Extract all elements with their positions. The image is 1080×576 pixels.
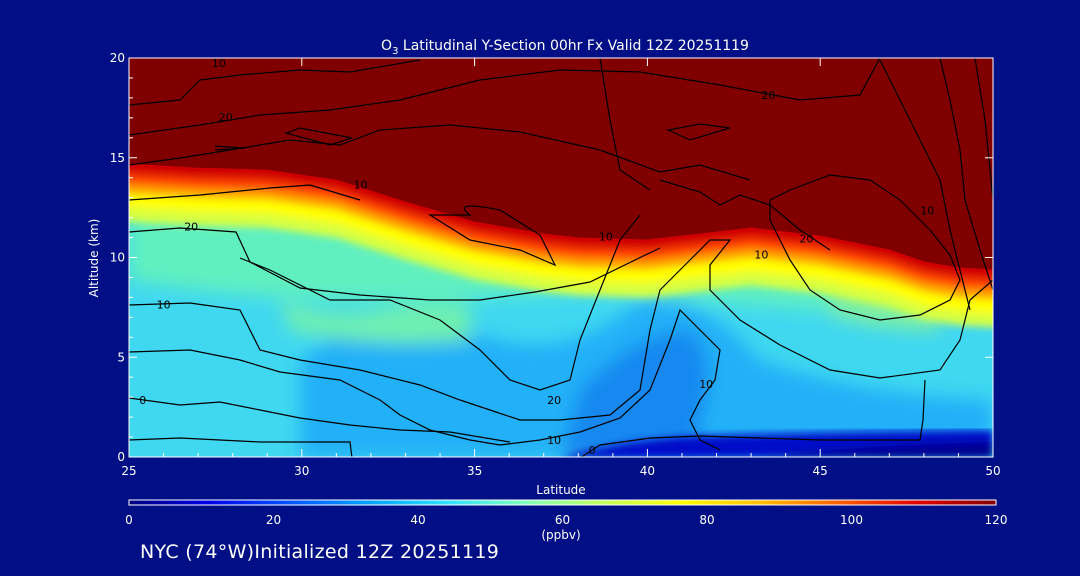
colorbar-strip [128,499,997,506]
plot-area: 10 20 20 10 10 10 20 10 20 10 0 20 10 10 0 [129,57,993,457]
initialization-footer: NYC (74°W)Initialized 12Z 20251119 [140,541,500,563]
colorbar-tick-label: 120 [985,513,1008,527]
x-axis-label: Latitude [536,483,585,497]
colorbar: 0 20 40 60 80 100 120 (ppbv) [125,499,1007,542]
axes: 25 30 35 40 45 50 0 5 10 15 20 [110,51,1001,478]
colorbar-tick-label: 60 [555,513,570,527]
contour-label: 20 [761,89,775,102]
contour-label: 10 [212,57,226,70]
x-tick-label: 45 [813,464,828,478]
chart-title: O3 Latitudinal Y-Section 00hr Fx Valid 1… [381,38,749,57]
x-tick-label: 50 [985,464,1000,478]
contour-label: 20 [184,221,198,234]
colorbar-tick-label: 40 [410,513,425,527]
contour-label: 20 [799,233,813,246]
contour-label: 20 [547,394,561,407]
contour-label: 10 [157,298,171,311]
y-tick-label: 15 [110,151,125,165]
x-tick-label: 30 [294,464,309,478]
y-tick-label: 0 [117,450,125,464]
contour-label: 10 [699,378,713,391]
stratosphere-region [129,58,993,270]
x-tick-label: 25 [121,464,136,478]
y-tick-label: 10 [110,251,125,265]
colorbar-tick-label: 20 [266,513,281,527]
contour-label: 10 [354,179,368,192]
colorbar-tick-label: 100 [840,513,863,527]
contour-label: 10 [547,434,561,447]
contour-label: 20 [219,111,233,124]
contour-lines [129,58,993,457]
contour-labels: 10 20 20 10 10 10 20 10 20 10 0 20 10 10 0 [139,57,934,457]
contour-label: 10 [754,249,768,262]
y-axis-label: Altitude (km) [87,219,101,298]
x-tick-label: 35 [467,464,482,478]
colorbar-units: (ppbv) [541,528,580,542]
contour-label: 0 [139,394,146,407]
colorbar-ticks: 0 20 40 60 80 100 120 [125,513,1007,527]
y-tick-label: 20 [110,51,125,65]
concentration-field [129,58,993,457]
contour-label: 10 [599,231,613,244]
x-tick-label: 40 [640,464,655,478]
y-tick-label: 5 [117,350,125,364]
colorbar-tick-label: 0 [125,513,133,527]
contour-label: 0 [589,444,596,457]
contour-label: 10 [920,205,934,218]
colorbar-tick-label: 80 [699,513,714,527]
